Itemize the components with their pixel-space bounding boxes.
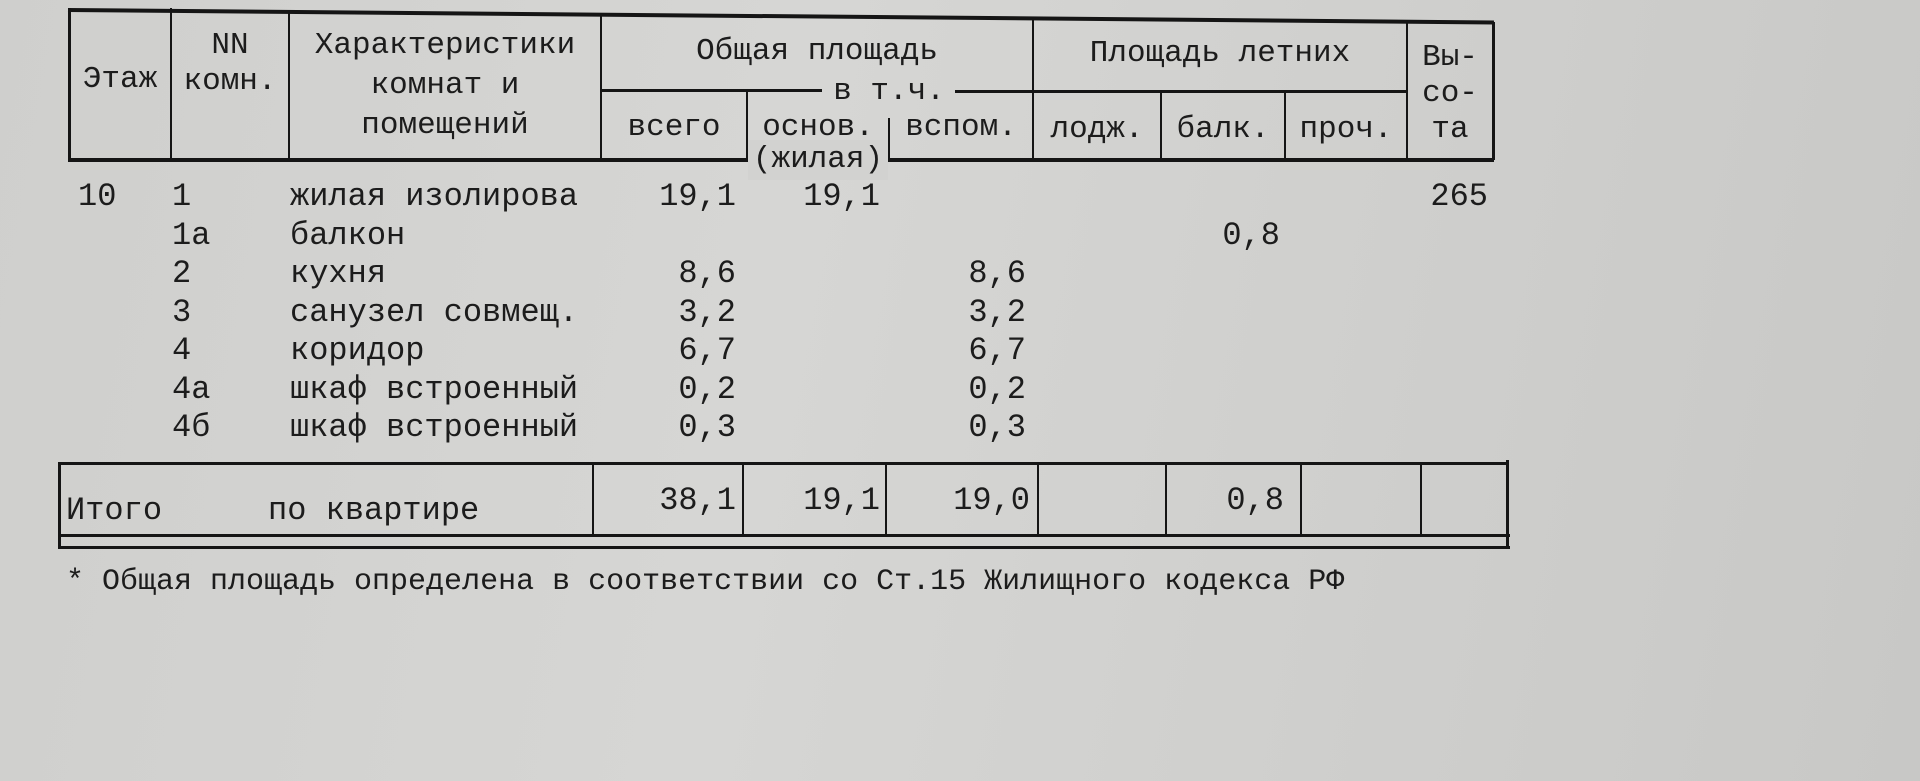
row-name: шкаф встроенный — [290, 409, 579, 446]
divider — [1284, 92, 1286, 160]
row-total: 0,2 — [678, 370, 736, 408]
divider — [1300, 462, 1302, 536]
totals-total: 38,1 — [659, 482, 736, 519]
row-name: жилая изолирова — [290, 178, 579, 215]
header-room-no: комн. — [183, 64, 277, 99]
row-total: 0,3 — [678, 409, 736, 446]
divider — [67, 8, 1494, 25]
header-total: всего — [627, 110, 721, 145]
row-total: 6,7 — [678, 332, 736, 369]
totals-label-2: по квартире — [268, 492, 480, 529]
row-no: 2 — [172, 255, 192, 292]
header-main: основ. — [762, 110, 874, 145]
row-floor: 10 — [78, 178, 117, 215]
row-total: 19,1 — [659, 178, 736, 215]
header-main-sub: (жилая) — [748, 140, 888, 180]
header-total-area: Общая площадь — [696, 34, 938, 69]
totals-label: Итого — [66, 492, 163, 529]
header-summer-area: Площадь летних — [1089, 36, 1351, 71]
row-aux: 8,6 — [968, 255, 1026, 292]
row-name: санузел совмещ. — [290, 293, 579, 331]
header-height: со- — [1422, 76, 1478, 111]
divider — [955, 90, 1406, 93]
divider — [288, 10, 290, 160]
row-aux: 6,7 — [968, 332, 1026, 369]
row-no: 4б — [172, 409, 211, 446]
divider — [58, 462, 1508, 465]
header-balcony: балк. — [1176, 112, 1270, 147]
header-description: помещений — [361, 108, 529, 143]
totals-aux: 19,0 — [953, 482, 1030, 519]
divider — [1506, 460, 1509, 549]
header-height: Вы- — [1422, 40, 1478, 75]
divider — [888, 118, 890, 160]
divider — [170, 8, 172, 160]
row-no: 4а — [172, 370, 211, 408]
header-floor: Этаж — [82, 62, 158, 97]
header-loggia: лодж. — [1050, 112, 1144, 147]
row-no: 1 — [172, 178, 192, 215]
row-name: коридор — [290, 332, 425, 369]
divider — [1492, 22, 1495, 160]
divider — [746, 90, 748, 160]
header-room-no: NN — [211, 28, 249, 63]
row-total: 8,6 — [678, 255, 736, 292]
divider — [58, 462, 61, 549]
row-name: балкон — [290, 216, 406, 254]
totals-main: 19,1 — [803, 482, 880, 519]
row-aux: 0,2 — [968, 370, 1026, 408]
divider — [58, 546, 1510, 549]
row-total: 3,2 — [678, 293, 736, 331]
divider — [58, 534, 1510, 537]
header-description: Характеристики — [314, 28, 576, 63]
totals-balcony: 0,8 — [1226, 482, 1284, 519]
row-main: 19,1 — [803, 178, 880, 215]
header-other: проч. — [1299, 112, 1393, 147]
row-no: 3 — [172, 293, 192, 331]
divider — [1160, 92, 1162, 160]
divider — [1032, 18, 1034, 160]
row-no: 4 — [172, 332, 192, 369]
divider — [1037, 462, 1039, 536]
header-height: та — [1431, 112, 1469, 147]
row-height: 265 — [1430, 178, 1488, 215]
divider — [1406, 22, 1408, 160]
divider — [600, 14, 602, 160]
divider — [592, 462, 594, 536]
footnote: * Общая площадь определена в соответстви… — [66, 565, 1345, 599]
row-aux: 3,2 — [968, 293, 1026, 331]
divider — [742, 462, 744, 536]
divider — [68, 8, 71, 160]
divider — [1165, 462, 1167, 536]
row-no: 1а — [172, 216, 211, 254]
divider — [600, 89, 822, 92]
divider — [1420, 462, 1422, 536]
row-aux: 0,3 — [968, 409, 1026, 446]
row-name: шкаф встроенный — [290, 370, 579, 408]
header-description: комнат и — [370, 68, 520, 103]
row-name: кухня — [290, 255, 387, 292]
header-incl: в т.ч. — [833, 74, 945, 109]
divider — [885, 462, 887, 536]
header-aux: вспом. — [905, 110, 1017, 145]
row-balcony: 0,8 — [1222, 216, 1280, 254]
